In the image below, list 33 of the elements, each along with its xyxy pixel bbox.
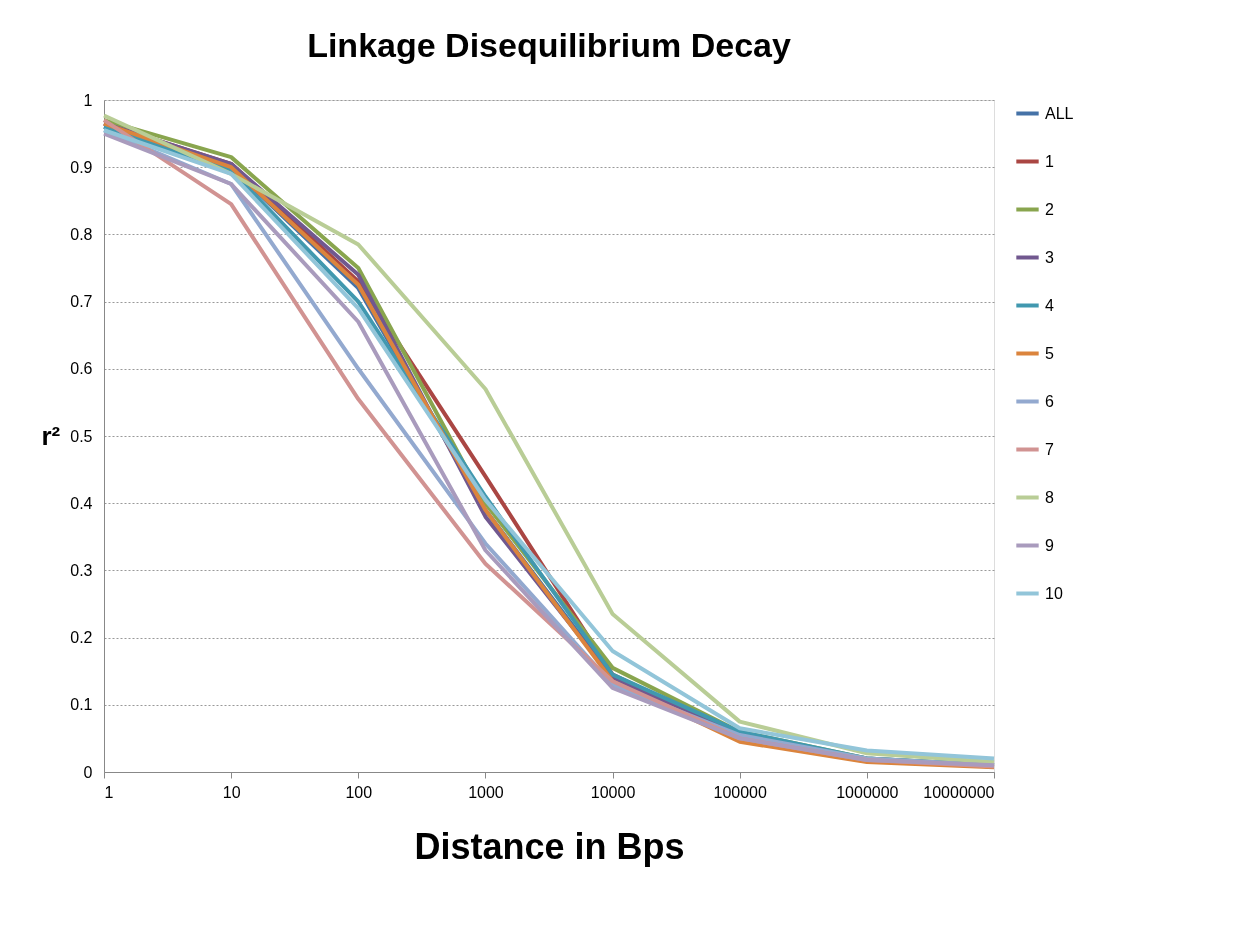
y-tick-label: 0.8: [70, 225, 93, 243]
legend-label: 10: [1045, 584, 1063, 602]
x-tick-label: 1000000: [836, 783, 899, 801]
y-tick-label: 1: [83, 91, 93, 109]
y-tick-label: 0.3: [70, 561, 93, 579]
legend-label: 7: [1045, 440, 1054, 458]
x-tick-label: 100000: [713, 783, 768, 801]
legend-label: 5: [1045, 344, 1054, 362]
legend-label: 6: [1045, 392, 1054, 410]
x-tick-label: 10: [222, 783, 241, 801]
x-axis-title: Distance in Bps: [414, 825, 685, 867]
y-tick-label: 0.6: [70, 360, 93, 378]
legend-label: 3: [1045, 248, 1054, 266]
chart-title: Linkage Disequilibrium Decay: [307, 26, 791, 64]
y-tick-label: 0.5: [70, 427, 93, 445]
x-tick-label: 1: [104, 783, 114, 801]
legend-label: 1: [1045, 152, 1054, 170]
x-tick-label: 1000: [468, 783, 504, 801]
y-tick-label: 0.2: [70, 629, 93, 647]
y-axis-title: r²: [41, 420, 61, 451]
y-tick-label: 0.1: [70, 696, 93, 714]
y-tick-label: 0: [83, 763, 93, 781]
x-tick-label: 10000000: [923, 783, 995, 801]
x-tick-label: 100: [345, 783, 373, 801]
y-tick-label: 0.4: [70, 494, 93, 512]
legend-label: ALL: [1045, 104, 1074, 122]
y-tick-label: 0.9: [70, 158, 93, 176]
legend-label: 8: [1045, 488, 1054, 506]
legend-label: 2: [1045, 200, 1054, 218]
y-tick-label: 0.7: [70, 293, 93, 311]
legend-label: 9: [1045, 536, 1054, 554]
legend-label: 4: [1045, 296, 1054, 314]
x-tick-label: 10000: [590, 783, 636, 801]
